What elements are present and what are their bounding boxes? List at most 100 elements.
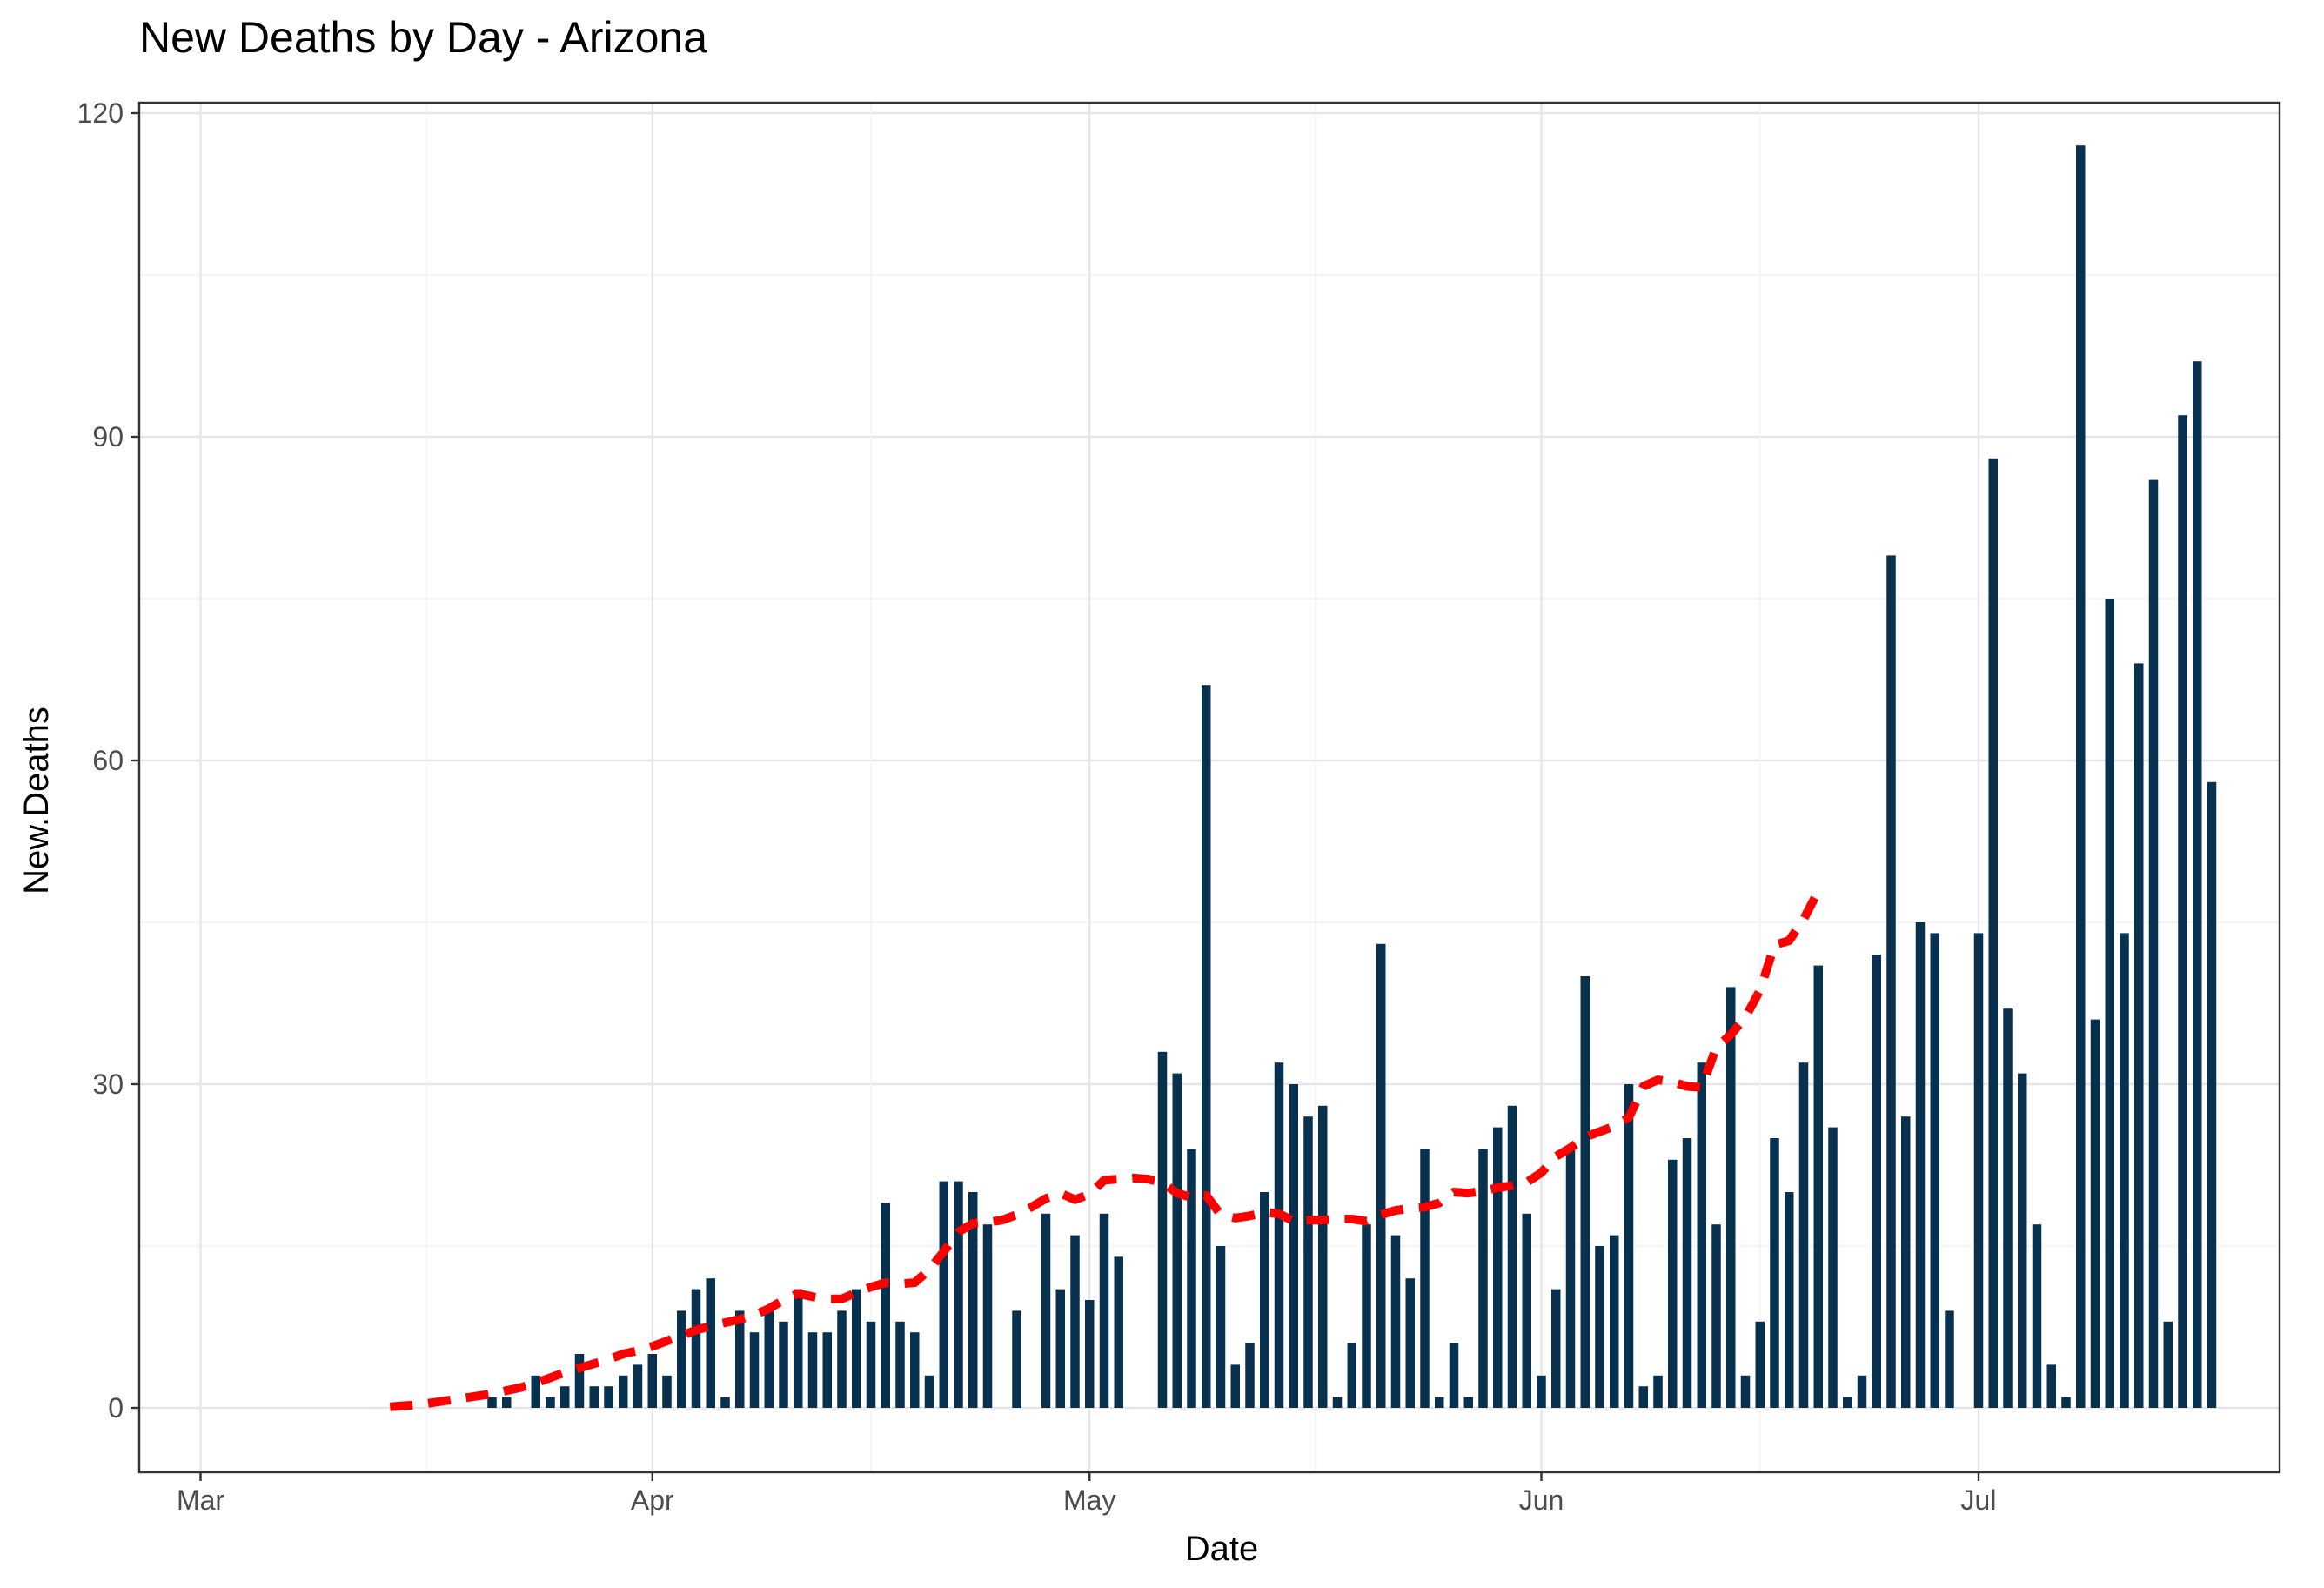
bar: [1303, 1116, 1313, 1408]
bar: [546, 1397, 555, 1408]
bar: [2061, 1397, 2071, 1408]
y-tick-label: 30: [92, 1069, 124, 1100]
bar: [794, 1289, 803, 1408]
bar: [1376, 943, 1386, 1408]
bar: [1828, 1127, 1838, 1408]
bar: [2178, 415, 2187, 1409]
bar: [1930, 933, 1939, 1408]
bar: [1595, 1246, 1604, 1408]
bar: [1435, 1397, 1444, 1408]
bar: [910, 1332, 920, 1408]
bar: [1785, 1192, 1794, 1408]
bars-group: [487, 145, 2217, 1409]
bar: [735, 1310, 745, 1408]
bar: [1565, 1149, 1576, 1408]
bar: [2134, 663, 2144, 1408]
bar: [1798, 1062, 1809, 1408]
bar: [1362, 1224, 1371, 1408]
bar: [1216, 1246, 1226, 1408]
bar: [720, 1397, 730, 1408]
panel-border: [137, 101, 2281, 1474]
chart-title: New Deaths by Day - Arizona: [139, 13, 707, 62]
bar: [1114, 1256, 1123, 1408]
bar: [1638, 1386, 1648, 1408]
bar: [2207, 781, 2217, 1408]
bar: [807, 1332, 818, 1408]
bar: [662, 1375, 672, 1408]
bar: [837, 1310, 847, 1408]
bar: [2032, 1224, 2042, 1408]
bar: [1726, 987, 1736, 1408]
bar: [1551, 1289, 1561, 1408]
bar: [1945, 1310, 1954, 1408]
bar: [1653, 1375, 1663, 1408]
bar: [1580, 976, 1590, 1408]
bar: [1274, 1062, 1284, 1408]
bar: [2003, 1008, 2013, 1408]
bar: [531, 1375, 540, 1408]
bar: [502, 1397, 512, 1408]
bar: [1915, 922, 1926, 1408]
x-tick-label: May: [1063, 1484, 1115, 1516]
bar: [1070, 1235, 1080, 1408]
bar: [1973, 933, 1984, 1408]
bar: [1157, 1051, 1168, 1408]
bar: [749, 1332, 760, 1408]
bar: [2148, 479, 2159, 1408]
bar: [1740, 1375, 1751, 1408]
x-tick-label: Jul: [1961, 1484, 1997, 1516]
bar: [1420, 1149, 1430, 1408]
bar: [1478, 1149, 1488, 1408]
x-tick-label: Apr: [631, 1484, 674, 1516]
bar: [647, 1354, 657, 1408]
bar: [1697, 1062, 1706, 1408]
bar: [866, 1321, 876, 1408]
bar: [1711, 1224, 1721, 1408]
bar: [852, 1289, 861, 1408]
bar: [1624, 1084, 1634, 1408]
y-axis: 0 30 60 90 120: [77, 97, 139, 1424]
bar: [2076, 145, 2086, 1409]
bar: [1813, 965, 1823, 1408]
y-tick-label: 90: [92, 421, 124, 452]
bar: [560, 1386, 570, 1408]
bar: [589, 1386, 599, 1408]
bar: [1449, 1343, 1459, 1408]
bar: [881, 1203, 890, 1408]
bar: [1872, 955, 1881, 1408]
bar: [764, 1310, 774, 1408]
bar: [1463, 1397, 1473, 1408]
bar: [1332, 1397, 1343, 1408]
bar: [1857, 1375, 1867, 1408]
bar: [1610, 1235, 1619, 1408]
bar: [691, 1289, 701, 1408]
bar: [1405, 1278, 1415, 1408]
bar: [1507, 1105, 1517, 1408]
x-axis-title: Date: [1185, 1530, 1259, 1568]
y-tick-label: 0: [108, 1392, 124, 1424]
bar: [487, 1397, 497, 1408]
bar: [633, 1364, 643, 1408]
bar: [779, 1321, 788, 1408]
bar: [2193, 361, 2202, 1409]
bar: [1260, 1192, 1269, 1408]
bar: [924, 1375, 934, 1408]
bar: [1682, 1138, 1692, 1408]
bar: [1988, 458, 1998, 1408]
bar: [1041, 1213, 1051, 1408]
bar: [1318, 1105, 1328, 1408]
x-tick-label: Jun: [1519, 1484, 1564, 1516]
bar: [1289, 1084, 1298, 1408]
bar: [2090, 1019, 2100, 1408]
bar: [1755, 1321, 1765, 1408]
y-tick-label: 60: [92, 745, 124, 776]
bar: [574, 1354, 585, 1408]
bar: [822, 1332, 832, 1408]
bar: [1537, 1375, 1546, 1408]
bar: [1770, 1138, 1779, 1408]
bar: [1901, 1116, 1911, 1408]
bar: [1085, 1300, 1095, 1408]
y-axis-title: New.Deaths: [17, 707, 56, 895]
bar: [1230, 1364, 1240, 1408]
